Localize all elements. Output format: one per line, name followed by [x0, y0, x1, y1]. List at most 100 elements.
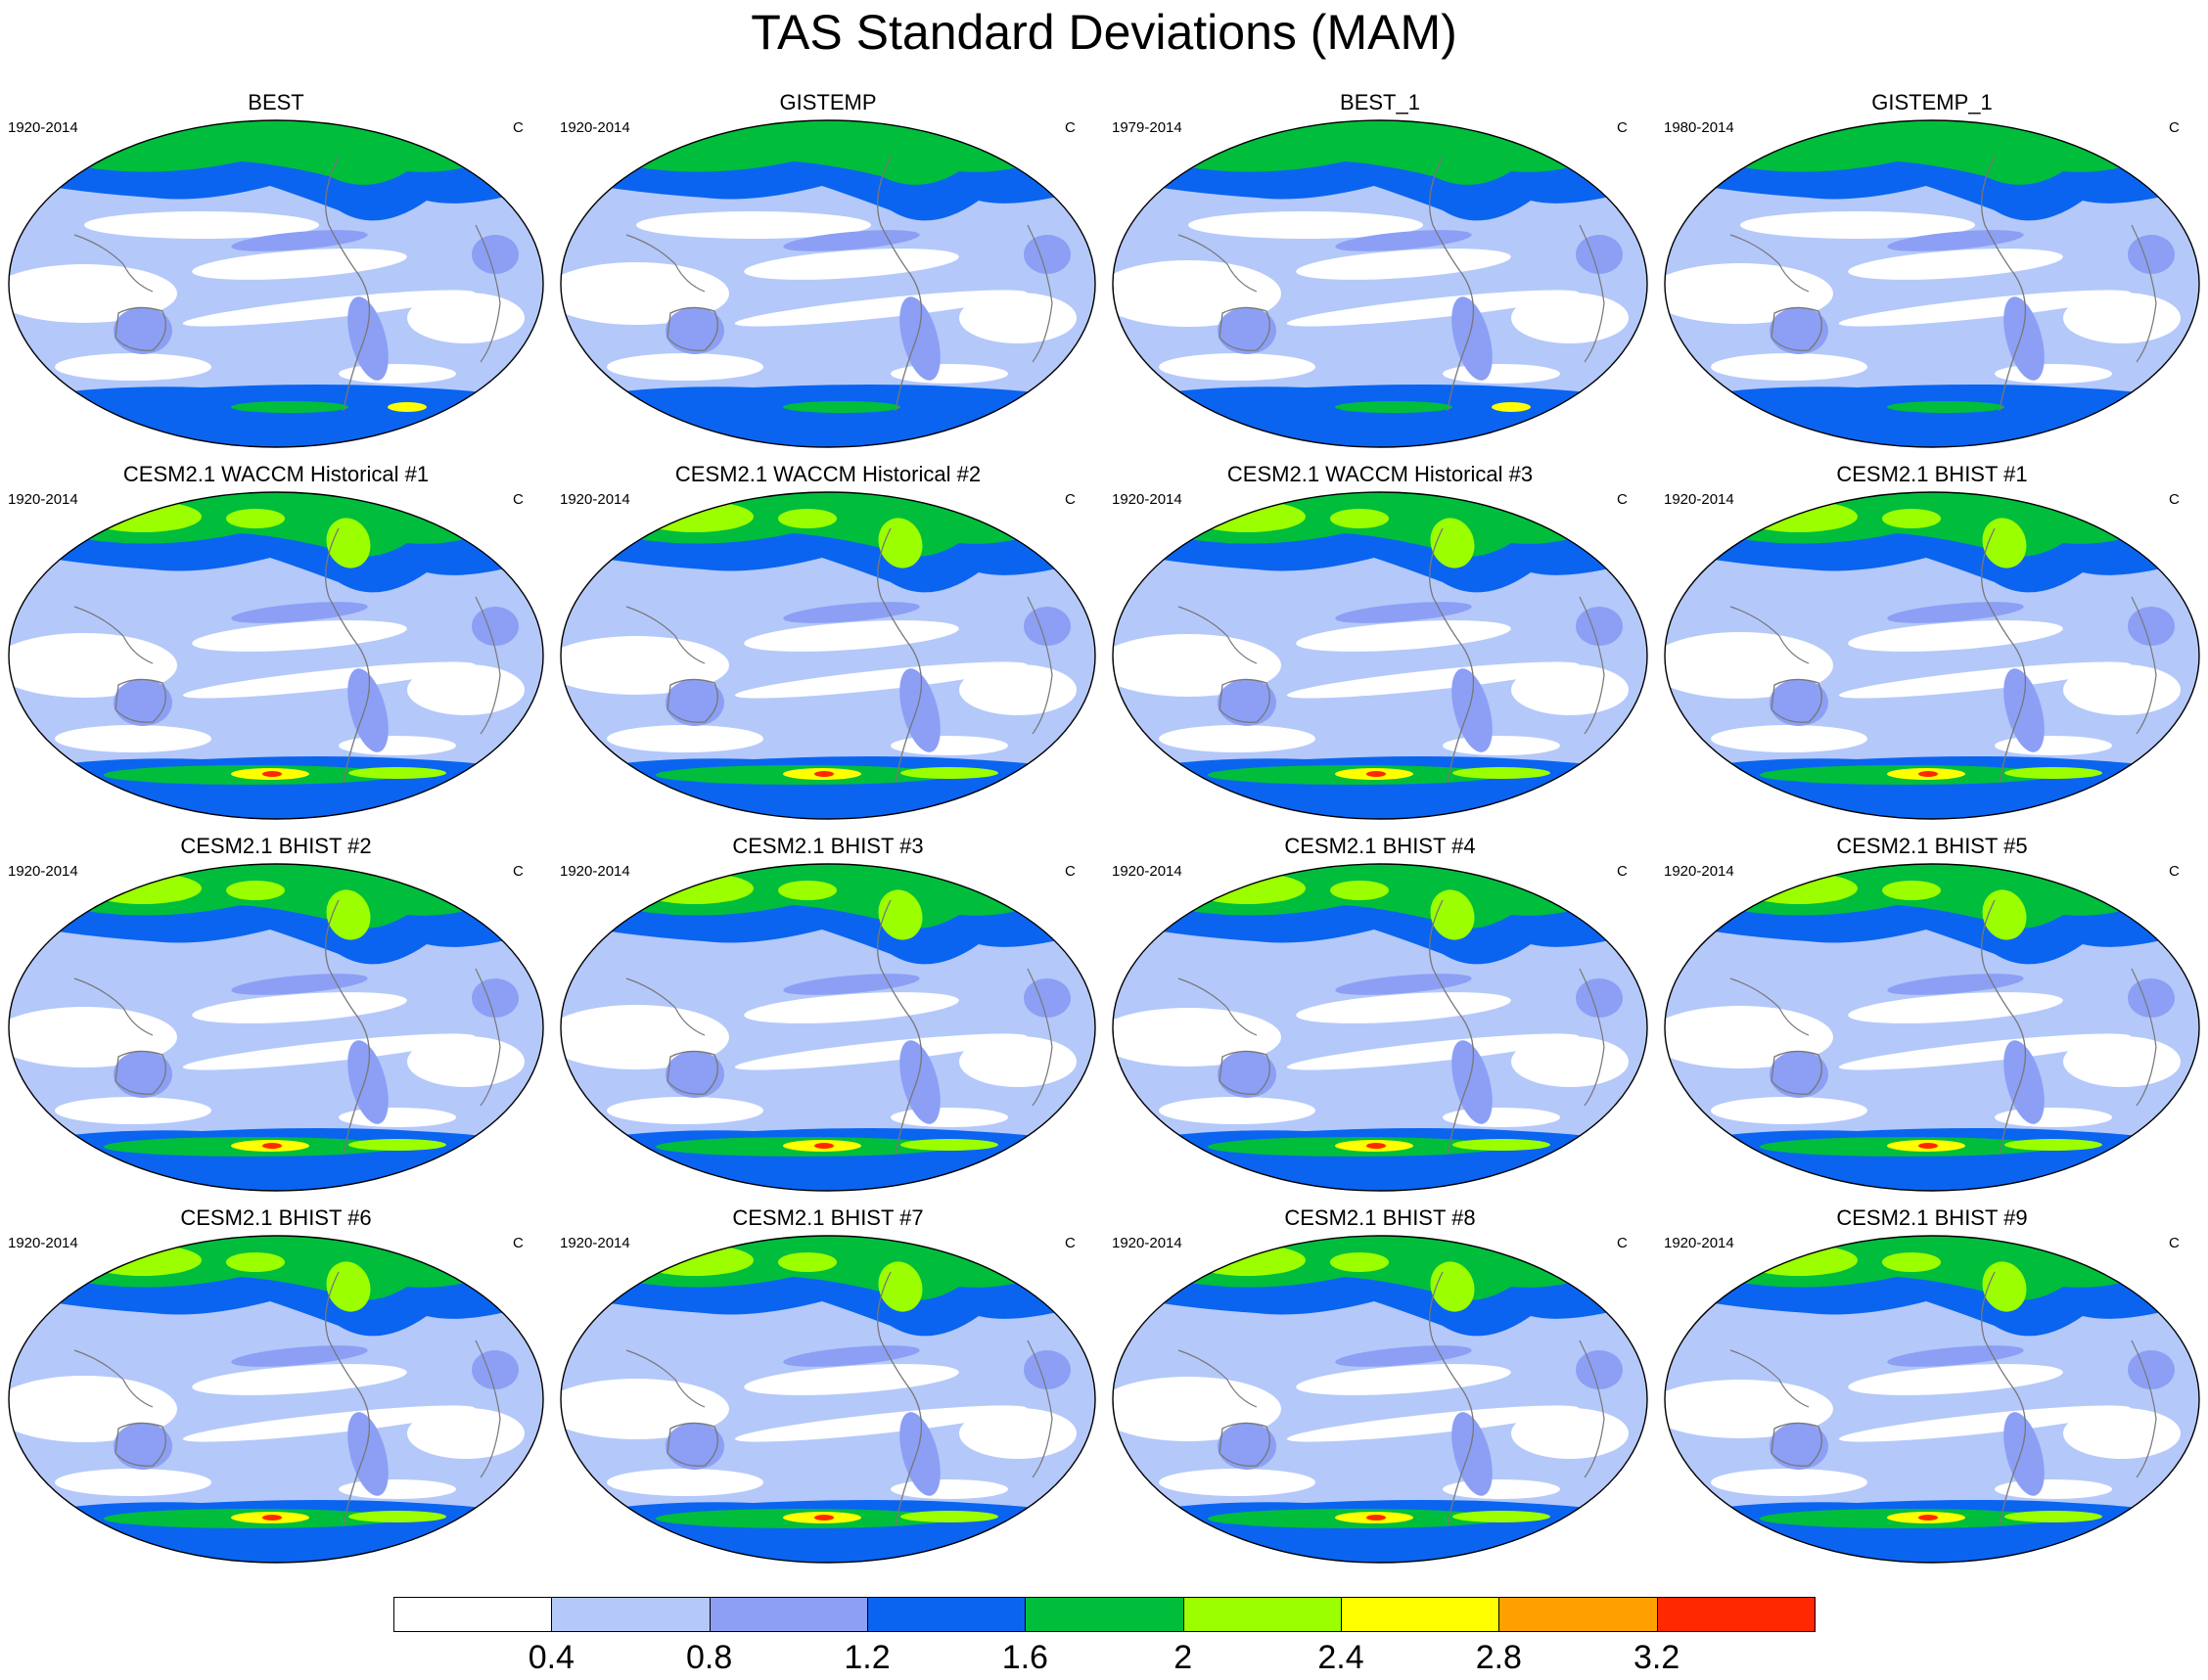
- map-outline: [8, 863, 544, 1192]
- colorbar-swatch: [1498, 1597, 1658, 1632]
- australia-patch: [1770, 1423, 1828, 1470]
- map-panel: CESM2.1 BHIST #9 1920-2014 C: [1656, 1205, 2208, 1577]
- australia-coastline: [667, 306, 718, 351]
- global-map: [8, 863, 544, 1192]
- asia-coastline: [73, 606, 154, 664]
- south-pacific-white-band: [1995, 1108, 2112, 1127]
- siberia-peak: [636, 1245, 754, 1276]
- south-america-patch: [347, 1040, 389, 1124]
- south-pacific-white-band: [1443, 1108, 1560, 1127]
- americas-coastline: [877, 899, 923, 1156]
- panel-title: CESM2.1 BHIST #4: [1284, 834, 1476, 858]
- arctic-peak: [226, 881, 285, 900]
- arctic-peak: [1330, 881, 1389, 900]
- pacific-equatorial-white-band: [1838, 290, 2132, 327]
- atlantic-white-band: [1511, 293, 1629, 343]
- antarctic-band: [1335, 401, 1452, 413]
- southern-white-band: [1711, 1469, 1867, 1496]
- map-outline: [8, 119, 544, 448]
- colorbar: 0.4 0.8 1.2 1.6 2 2.4 2.8 3.2: [393, 1597, 1816, 1677]
- atlantic-white-band: [959, 1036, 1077, 1087]
- south-america-patch: [2003, 1412, 2045, 1496]
- colorbar-label: 3.2: [1633, 1639, 1680, 1676]
- pacific-north-white-band: [744, 249, 959, 280]
- siberia-peak: [84, 127, 143, 143]
- panel-period: 1920-2014: [8, 863, 78, 880]
- global-map: [1664, 863, 2200, 1192]
- south-america-patch: [899, 296, 941, 381]
- panel-units: C: [1617, 119, 1628, 136]
- pacific-north-white-band: [1296, 249, 1511, 280]
- siberia-peak: [1188, 1245, 1306, 1276]
- australia-patch: [1218, 679, 1276, 726]
- australia-coastline: [667, 1050, 718, 1095]
- australia-coastline: [1219, 1050, 1270, 1095]
- antarctic-secondary-peak: [900, 767, 998, 779]
- europe-patch: [2128, 235, 2175, 274]
- arctic-peak: [226, 1252, 285, 1272]
- map-panel: CESM2.1 WACCM Historical #2 1920-2014 C: [552, 462, 1104, 834]
- australia-coastline: [1771, 306, 1822, 351]
- antarctic-max: [262, 771, 282, 777]
- australia-coastline: [115, 1422, 166, 1467]
- antarctic-band: [1887, 401, 2004, 413]
- australia-patch: [114, 1051, 172, 1098]
- antarctic-high-variance: [1113, 385, 1647, 447]
- europe-patch: [2128, 978, 2175, 1018]
- pacific-north-white-band: [744, 992, 959, 1023]
- map-outline: [560, 491, 1096, 820]
- antarctic-secondary-peak: [1452, 1511, 1550, 1522]
- europe-patch: [1576, 607, 1623, 646]
- south-america-patch: [899, 668, 941, 752]
- contour-field: [1113, 492, 1647, 819]
- pacific-north-white-band: [1296, 992, 1511, 1023]
- global-map: [1664, 1235, 2200, 1564]
- south-pacific-white-band: [339, 364, 456, 384]
- asia-coastline: [1177, 234, 1258, 293]
- panel-title: CESM2.1 BHIST #3: [732, 834, 924, 858]
- atlantic-white-band: [1511, 1036, 1629, 1087]
- panel-period: 1920-2014: [8, 119, 78, 136]
- pacific-equatorial-white-band: [182, 661, 476, 699]
- africa-coastline: [475, 596, 501, 735]
- panel-units: C: [1065, 863, 1076, 880]
- contour-field: [1665, 120, 2199, 447]
- contour-field: [9, 864, 543, 1191]
- antarctic-max: [262, 1143, 282, 1149]
- asia-coastline: [625, 977, 706, 1036]
- southern-white-band: [1711, 725, 1867, 752]
- africa-coastline: [1579, 596, 1605, 735]
- antarctic-max: [814, 1515, 834, 1521]
- southern-white-band: [55, 1097, 211, 1124]
- atlantic-white-band: [2063, 664, 2181, 715]
- global-map: [1664, 119, 2200, 448]
- pacific-equatorial-white-band: [1838, 661, 2132, 699]
- panel-period: 1920-2014: [1112, 491, 1182, 508]
- atlantic-white-band: [1511, 1408, 1629, 1459]
- page-title: TAS Standard Deviations (MAM): [751, 5, 1457, 60]
- south-america-patch: [2003, 1040, 2045, 1124]
- southern-white-band: [607, 1469, 763, 1496]
- pacific-equatorial-white-band: [1838, 1405, 2132, 1442]
- americas-coastline: [1981, 899, 2027, 1156]
- south-america-patch: [347, 1412, 389, 1496]
- australia-coastline: [1219, 306, 1270, 351]
- antarctic-max: [1366, 1515, 1386, 1521]
- antarctic-band: [783, 401, 900, 413]
- south-america-patch: [1451, 1040, 1493, 1124]
- antarctic-secondary-peak: [348, 1511, 446, 1522]
- antarctic-peak: [388, 402, 427, 412]
- contour-field: [561, 492, 1095, 819]
- panel-title: CESM2.1 WACCM Historical #3: [1226, 462, 1534, 486]
- panel-period: 1920-2014: [560, 1235, 630, 1251]
- antarctic-high-variance: [9, 385, 543, 447]
- americas-coastline: [1981, 527, 2027, 784]
- americas-coastline: [1429, 156, 1475, 412]
- antarctic-max: [1918, 771, 1938, 777]
- asia-coastline: [1177, 1349, 1258, 1408]
- map-panel: CESM2.1 WACCM Historical #3 1920-2014 C: [1104, 462, 1656, 834]
- atlantic-white-band: [2063, 1408, 2181, 1459]
- map-panel: BEST_1 1979-2014 C: [1104, 90, 1656, 462]
- colorbar-swatch: [1025, 1597, 1184, 1632]
- arctic-peak: [778, 1252, 837, 1272]
